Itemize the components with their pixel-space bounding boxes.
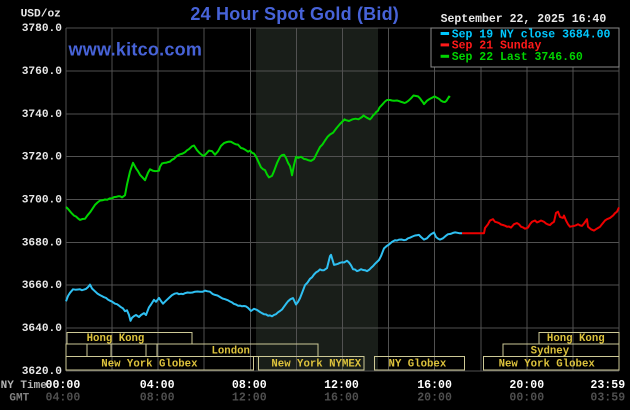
svg-text:NY Globex: NY Globex	[389, 359, 447, 371]
svg-text:00:00: 00:00	[46, 379, 81, 392]
svg-text:www.kitco.com: www.kitco.com	[68, 39, 203, 59]
svg-text:3680.0: 3680.0	[22, 237, 63, 249]
svg-text:Hong Kong: Hong Kong	[547, 333, 605, 345]
svg-text:03:59: 03:59	[590, 391, 625, 404]
svg-text:12:00: 12:00	[324, 379, 359, 392]
svg-text:Sep 21 Sunday: Sep 21 Sunday	[452, 40, 542, 53]
svg-text:20:00: 20:00	[417, 391, 452, 404]
svg-text:3740.0: 3740.0	[22, 109, 63, 121]
svg-text:NY Time: NY Time	[1, 380, 48, 392]
svg-text:GMT: GMT	[9, 393, 29, 405]
svg-text:New York Globex: New York Globex	[499, 359, 596, 371]
svg-text:New York Globex: New York Globex	[101, 359, 198, 371]
svg-text:Sep 22 Last 3746.60: Sep 22 Last 3746.60	[452, 51, 583, 64]
svg-text:London: London	[211, 346, 249, 358]
svg-text:12:00: 12:00	[232, 391, 267, 404]
svg-text:08:00: 08:00	[232, 379, 267, 392]
svg-text:23:59: 23:59	[590, 379, 625, 392]
svg-text:3620.0: 3620.0	[22, 366, 63, 378]
svg-text:3720.0: 3720.0	[22, 152, 63, 164]
svg-text:Sydney: Sydney	[531, 346, 570, 358]
svg-text:New York NYMEX: New York NYMEX	[271, 359, 361, 371]
svg-text:3780.0: 3780.0	[22, 23, 63, 35]
svg-text:00:00: 00:00	[509, 391, 544, 404]
svg-text:3660.0: 3660.0	[22, 280, 63, 292]
svg-text:September 22, 2025 16:40: September 22, 2025 16:40	[441, 13, 607, 26]
svg-text:08:00: 08:00	[140, 391, 175, 404]
svg-text:16:00: 16:00	[324, 391, 359, 404]
svg-text:Hong Kong: Hong Kong	[87, 333, 145, 345]
svg-text:Sep 19 NY close 3684.00: Sep 19 NY close 3684.00	[452, 28, 611, 41]
svg-text:04:00: 04:00	[46, 391, 81, 404]
svg-text:3640.0: 3640.0	[22, 323, 63, 335]
svg-text:USD/oz: USD/oz	[21, 9, 61, 21]
svg-text:3760.0: 3760.0	[22, 66, 63, 78]
svg-text:24 Hour Spot Gold (Bid): 24 Hour Spot Gold (Bid)	[190, 4, 399, 24]
svg-text:3700.0: 3700.0	[22, 195, 63, 207]
svg-text:16:00: 16:00	[417, 379, 452, 392]
svg-text:20:00: 20:00	[509, 379, 544, 392]
svg-text:04:00: 04:00	[140, 379, 175, 392]
